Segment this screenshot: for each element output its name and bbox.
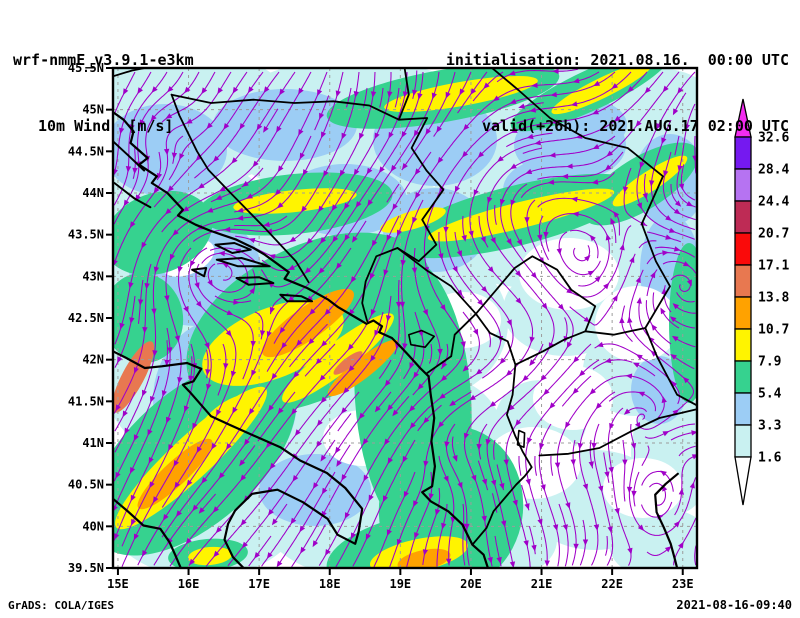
colorbar-segment [734,392,752,426]
colorbar-level-label: 17.1 [758,259,789,274]
lat-tick-label: 39.5N [68,561,104,575]
init-time-label: initialisation: 2021.08.16. 00:00 UTC [445,51,789,69]
map-axes: 45.5N 45N 44.5N 44N 43.5N 43N 42.5N 42N 41.5N 41N… [68,61,699,591]
colorbar-level-label: 24.4 [758,195,789,210]
colorbar-level-label: 5.4 [758,387,782,402]
colorbar-level-label: 3.3 [758,419,781,434]
colorbar-level-label: 10.7 [758,323,789,338]
lon-tick-label: 15E [107,577,129,591]
grads-credit: GrADS: COLA/IGES [8,599,114,612]
lat-tick-label: 42N [82,353,104,367]
lon-tick-label: 20E [460,577,482,591]
colorbar-level-label: 28.4 [758,163,789,178]
colorbar-level-label: 7.9 [758,355,781,370]
colorbar-level-label: 13.8 [758,291,789,306]
lat-tick-label: 42.5N [68,311,104,325]
colorbar-segment [734,328,752,362]
lon-tick-label: 16E [178,577,200,591]
lat-tick-label: 44.5N [68,144,104,158]
colorbar-segment [734,296,752,330]
colorbar-segment [734,232,752,266]
lon-tick-label: 19E [389,577,411,591]
lat-tick-label: 45.5N [68,61,104,75]
lat-tick-label: 41.5N [68,394,104,408]
lat-tick-label: 40.5N [68,478,104,492]
lon-tick-label: 17E [248,577,270,591]
colorbar-segment [734,264,752,298]
lon-tick-label: 23E [672,577,694,591]
lon-tick-label: 18E [319,577,341,591]
page-title: wrf-nmmE_v3.9.1-e3km [13,51,194,69]
header-right: initialisation: 2021.08.16. 00:00 UTC va… [446,5,789,181]
colorbar-level-label: 1.6 [758,451,782,466]
colorbar-segment [734,360,752,394]
lat-tick-label: 43.5N [68,228,104,242]
colorbar-under-arrow [734,456,752,506]
lon-tick-label: 22E [601,577,623,591]
map-canvas [113,68,697,568]
valid-time-label: valid(+26h): 2021.AUG.17 02:00 UTC [481,117,789,135]
field-subtitle: 10m Wind [m/s] [38,117,174,135]
colorbar: 32.6 28.4 24.4 20.7 17.1 13.8 10.7 7.9 5.4 3.3 1.6 [734,98,789,506]
lat-tick-label: 45N [82,103,104,117]
colorbar-level-label: 20.7 [758,227,789,242]
lon-tick-label: 21E [531,577,553,591]
colorbar-level-label: 32.6 [758,131,789,146]
lat-tick-label: 40N [82,519,104,533]
lat-tick-label: 43N [82,269,104,283]
creation-timestamp: 2021-08-16-09:40 [676,598,792,612]
lat-tick-label: 44N [82,186,104,200]
coastlines-borders-layer [113,68,697,568]
colorbar-segment [734,200,752,234]
lat-tick-label: 41N [82,436,104,450]
colorbar-segment [734,424,752,458]
header-left: wrf-nmmE_v3.9.1-e3km 10m Wind [m/s] [13,5,194,181]
